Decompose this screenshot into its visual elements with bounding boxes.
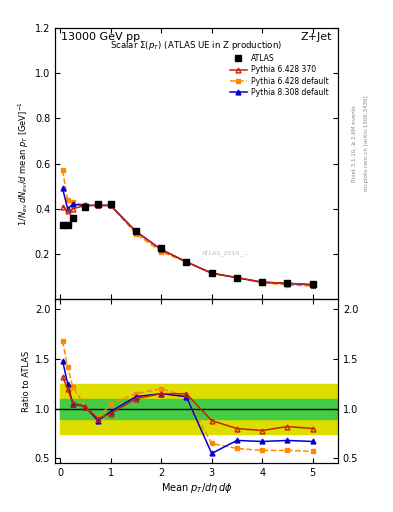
Pythia 8.308 default xyxy=(65,206,70,212)
Pythia 6.428 370 xyxy=(209,270,214,276)
Legend: ATLAS, Pythia 6.428 370, Pythia 6.428 default, Pythia 8.308 default: ATLAS, Pythia 6.428 370, Pythia 6.428 de… xyxy=(227,51,331,100)
Text: 13000 GeV pp: 13000 GeV pp xyxy=(61,32,140,42)
Pythia 6.428 370 xyxy=(260,279,264,285)
ATLAS xyxy=(83,203,88,209)
Pythia 6.428 370 xyxy=(83,202,88,208)
Pythia 8.308 default xyxy=(310,282,315,288)
Pythia 8.308 default xyxy=(260,279,264,285)
Text: mcplots.cern.ch [arXiv:1306.3436]: mcplots.cern.ch [arXiv:1306.3436] xyxy=(364,96,369,191)
Pythia 8.308 default xyxy=(184,259,189,265)
Pythia 6.428 default xyxy=(285,282,290,288)
ATLAS xyxy=(60,222,65,228)
Pythia 6.428 default xyxy=(209,270,214,276)
Pythia 8.308 default xyxy=(108,202,113,208)
Pythia 6.428 370 xyxy=(310,282,315,288)
ATLAS xyxy=(235,274,239,281)
Pythia 8.308 default xyxy=(209,270,214,276)
Pythia 6.428 default xyxy=(95,202,100,208)
ATLAS xyxy=(159,245,163,251)
ATLAS xyxy=(260,279,264,285)
Pythia 6.428 370 xyxy=(134,228,138,234)
Text: Rivet 3.1.10, ≥ 2.6M events: Rivet 3.1.10, ≥ 2.6M events xyxy=(352,105,357,182)
Pythia 6.428 370 xyxy=(235,274,239,281)
Pythia 8.308 default xyxy=(95,202,100,208)
Pythia 6.428 default xyxy=(134,230,138,237)
Y-axis label: Ratio to ATLAS: Ratio to ATLAS xyxy=(22,351,31,412)
Pythia 6.428 default xyxy=(260,280,264,286)
ATLAS xyxy=(70,215,75,221)
Pythia 6.428 370 xyxy=(159,246,163,252)
Pythia 6.428 370 xyxy=(95,202,100,208)
Pythia 6.428 default xyxy=(70,199,75,205)
Pythia 6.428 370 xyxy=(65,208,70,214)
Pythia 6.428 default xyxy=(184,259,189,265)
Pythia 6.428 default xyxy=(108,202,113,208)
Pythia 8.308 default xyxy=(134,228,138,234)
Pythia 8.308 default xyxy=(83,202,88,208)
X-axis label: Mean $p_T/d\eta\,d\phi$: Mean $p_T/d\eta\,d\phi$ xyxy=(161,481,232,495)
Pythia 6.428 default xyxy=(83,202,88,208)
Text: ATLAS_2019_...: ATLAS_2019_... xyxy=(202,250,250,256)
ATLAS xyxy=(209,270,214,276)
Pythia 6.428 370 xyxy=(70,206,75,212)
Pythia 6.428 default xyxy=(159,249,163,255)
Pythia 6.428 370 xyxy=(184,259,189,265)
Y-axis label: $1/N_{ev}\,dN_{ev}/d$ mean $p_T$ [GeV]$^{-1}$: $1/N_{ev}\,dN_{ev}/d$ mean $p_T$ [GeV]$^… xyxy=(16,101,31,226)
ATLAS xyxy=(95,201,100,207)
Pythia 6.428 default xyxy=(65,197,70,203)
Line: Pythia 6.428 370: Pythia 6.428 370 xyxy=(60,203,315,287)
ATLAS xyxy=(285,280,290,286)
Line: Pythia 8.308 default: Pythia 8.308 default xyxy=(60,186,315,287)
Pythia 8.308 default xyxy=(70,201,75,207)
Pythia 8.308 default xyxy=(285,280,290,286)
ATLAS xyxy=(134,228,138,234)
Pythia 6.428 default xyxy=(310,283,315,289)
Pythia 8.308 default xyxy=(235,274,239,281)
ATLAS xyxy=(310,282,315,288)
ATLAS xyxy=(184,259,189,265)
Pythia 6.428 370 xyxy=(108,202,113,208)
Text: Z+Jet: Z+Jet xyxy=(301,32,332,42)
ATLAS xyxy=(65,222,70,228)
Pythia 6.428 default xyxy=(60,167,65,174)
Line: Pythia 6.428 default: Pythia 6.428 default xyxy=(60,168,315,288)
Pythia 8.308 default xyxy=(159,246,163,252)
Text: Scalar $\Sigma(p_T)$ (ATLAS UE in Z production): Scalar $\Sigma(p_T)$ (ATLAS UE in Z prod… xyxy=(110,39,283,52)
Pythia 8.308 default xyxy=(60,185,65,191)
ATLAS xyxy=(108,201,113,207)
Line: ATLAS: ATLAS xyxy=(59,201,316,288)
Pythia 6.428 default xyxy=(235,274,239,281)
Pythia 6.428 370 xyxy=(60,203,65,209)
Pythia 6.428 370 xyxy=(285,280,290,286)
